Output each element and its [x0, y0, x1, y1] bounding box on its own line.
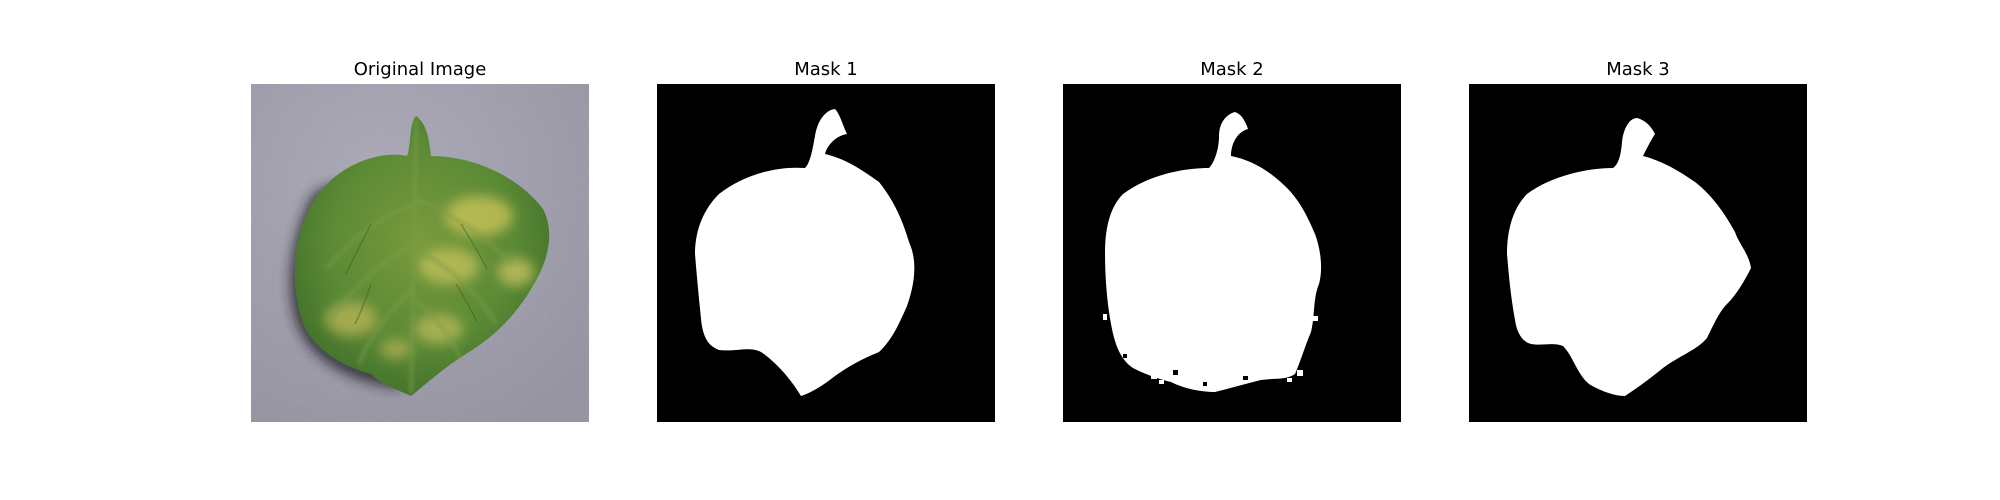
mask-3-image	[1469, 84, 1807, 422]
original-leaf-photo	[251, 84, 589, 422]
panel-title: Mask 2	[1200, 59, 1264, 80]
mask-2-image	[1063, 84, 1401, 422]
mask-1-image	[657, 84, 995, 422]
panel-title: Original Image	[353, 59, 487, 80]
panel-title: Mask 1	[794, 59, 858, 80]
panel-title: Mask 3	[1606, 59, 1670, 80]
